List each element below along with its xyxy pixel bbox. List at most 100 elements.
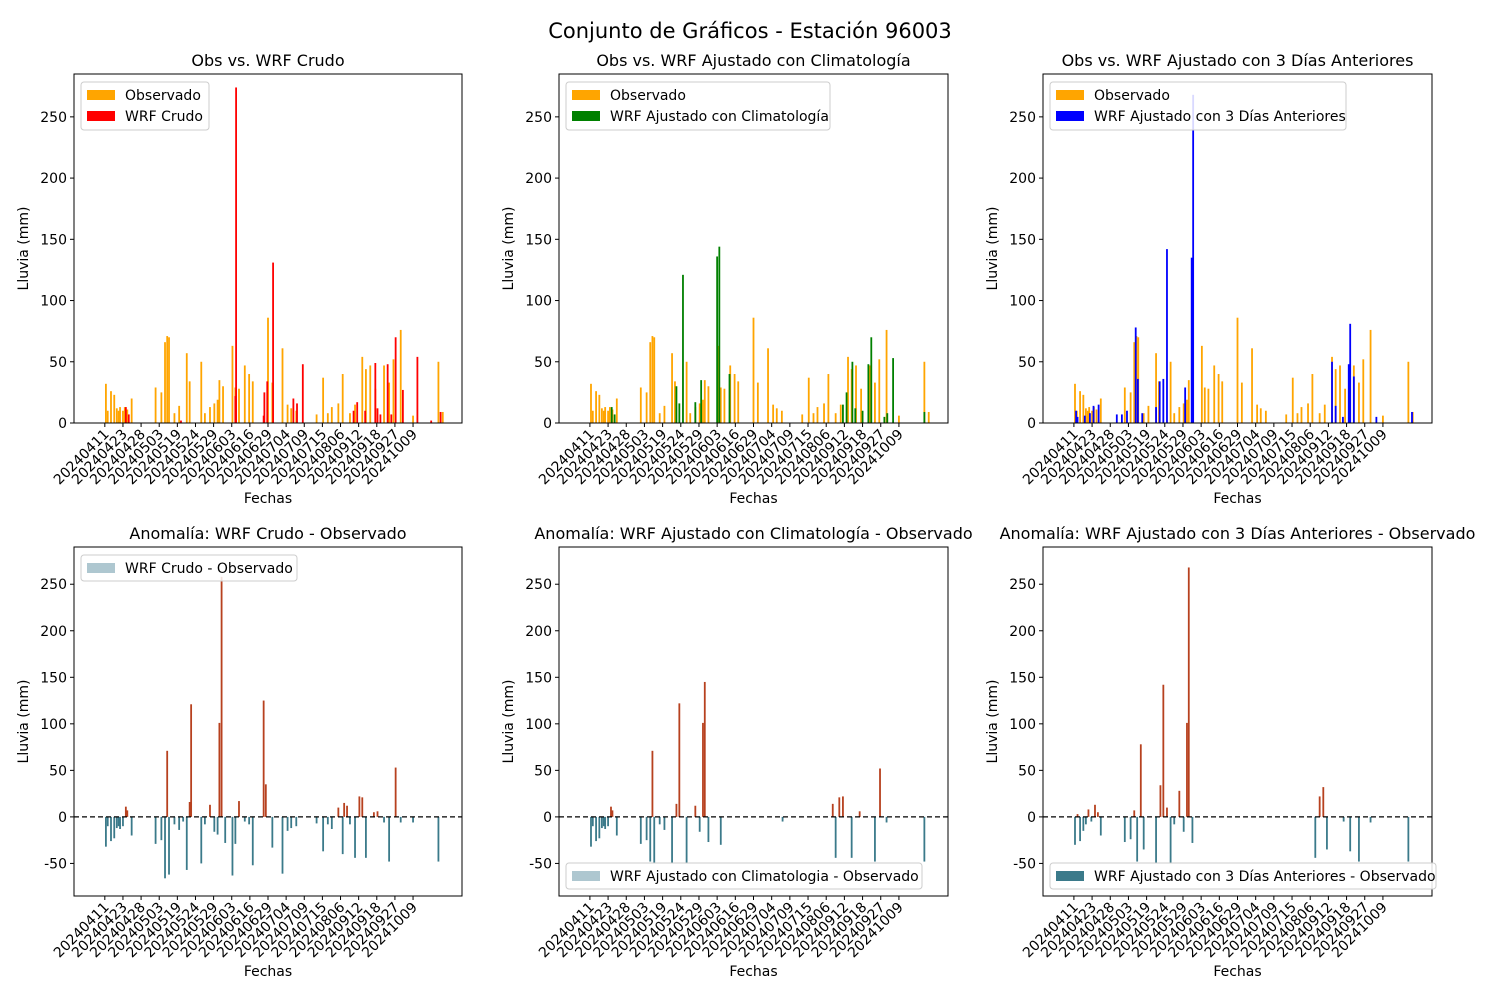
bar-observado [1339,365,1341,423]
bar-observado [868,365,871,423]
anomaly-bar [1407,816,1410,862]
bar-observado [1147,405,1150,423]
y-tick-label: 50 [534,763,552,779]
bar-wrf [923,411,926,423]
bar-wrf [1184,387,1187,423]
anomaly-bar [343,802,346,817]
anomaly-bar [671,816,673,864]
y-tick-label: 250 [40,110,67,126]
anomaly-bar [595,816,597,842]
bar-observado [123,407,126,423]
bar-observado [1256,404,1259,423]
bar-observado [823,403,825,423]
bar-observado [898,415,900,423]
bar-wrf [394,337,397,423]
bar-observado [113,394,116,423]
bar-wrf [700,380,703,423]
anomaly-bar [702,722,704,817]
bar-wrf [390,414,393,423]
bar-wrf [851,361,854,423]
y-tick-label: 0 [543,810,552,826]
bar-observado [412,415,414,423]
bar-wrf [675,386,678,423]
anomaly-bar [885,816,888,823]
bar-observado [1074,383,1076,423]
y-tick-label: 200 [1009,171,1036,187]
y-axis-label: Lluvia (mm) [985,680,1001,764]
bar-wrf [1097,404,1100,423]
anomaly-bar [154,816,157,844]
anomaly-bar [653,816,656,864]
chart-title: Anomalía: WRF Ajustado con 3 Días Anteri… [1000,524,1476,543]
y-tick-label: 250 [40,577,67,593]
anomaly-bar [248,816,251,825]
x-axis-label: Fechas [244,964,292,980]
y-tick-label: 50 [534,355,552,371]
anomaly-bar [649,816,652,862]
anomaly-bar [694,805,697,817]
y-tick-label: 0 [543,416,552,432]
bar-wrf [892,358,894,423]
bar-observado [1296,413,1299,423]
bar-wrf [1115,414,1118,423]
anomaly-bar [286,816,289,831]
bar-observado [1300,407,1303,423]
bar-observado [860,388,863,423]
bar-wrf [1411,411,1413,423]
anomaly-bar [1342,816,1345,822]
anomaly-bar [182,816,185,822]
legend-entry-label: WRF Crudo - Observado [125,561,293,577]
anomaly-bar [850,816,853,858]
bar-observado [878,359,881,423]
anomaly-bar [842,796,844,817]
bar-wrf [716,256,719,423]
bar-observado [1187,380,1190,423]
bar-wrf [870,337,873,423]
chart-panel-2: 0501001502002502024041120240423202404282… [501,51,949,507]
bar-observado [615,398,618,423]
anomaly-bar [639,816,642,844]
bar-wrf [718,246,721,423]
bar-observado [601,408,603,423]
bar-wrf [430,420,433,423]
bar-observado [685,361,688,423]
y-tick-label: 200 [525,624,552,640]
anomaly-bar [361,797,364,817]
legend-entry-label: Observado [610,88,686,104]
anomaly-bar [358,796,361,817]
bar-observado [231,345,234,423]
bar-observado [1307,403,1309,423]
bar-wrf [1141,413,1144,423]
bar-observado [1123,387,1126,423]
bar-observado [733,374,736,423]
anomaly-bar [124,806,127,817]
anomaly-bar [1129,816,1132,840]
bar-observado [315,414,318,423]
axes-frame [73,546,463,897]
bar-wrf [180,420,182,423]
bar-wrf [1342,416,1344,423]
anomaly-bar [1349,816,1352,852]
legend-box [565,81,831,131]
anomaly-bar [838,797,841,817]
chart-title: Anomalía: WRF Crudo - Observado [129,524,406,543]
bar-wrf [439,411,442,423]
y-tick-label: 100 [525,717,552,733]
legend: Observado WRF Ajustado con Climatología [565,81,831,131]
bar-wrf [292,398,295,423]
anomaly-bar [218,722,221,817]
anomaly-bar [209,804,211,817]
bar-observado [290,408,293,423]
bar-observado [168,337,170,423]
bar-observado [812,413,815,423]
legend-swatch [1056,90,1084,100]
bar-observado [1079,391,1081,423]
bar-wrf [854,408,857,423]
legend-swatch [1056,871,1084,881]
bar-observado [602,410,605,423]
x-axis-label: Fechas [1213,964,1261,980]
anomaly-bar [330,816,333,829]
bar-observado [1213,365,1216,423]
y-tick-label: 100 [525,294,552,310]
bar-observado [674,381,676,423]
